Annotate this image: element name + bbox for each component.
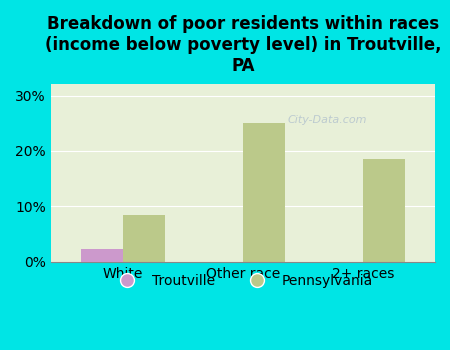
Title: Breakdown of poor residents within races
(income below poverty level) in Troutvi: Breakdown of poor residents within races… [45,15,441,75]
Bar [81,250,123,262]
Legend: Troutville, Pennsylvania: Troutville, Pennsylvania [107,268,378,294]
Text: City-Data.com: City-Data.com [288,116,367,125]
Bar [363,159,405,262]
Bar [243,123,285,262]
Bar [123,215,165,262]
